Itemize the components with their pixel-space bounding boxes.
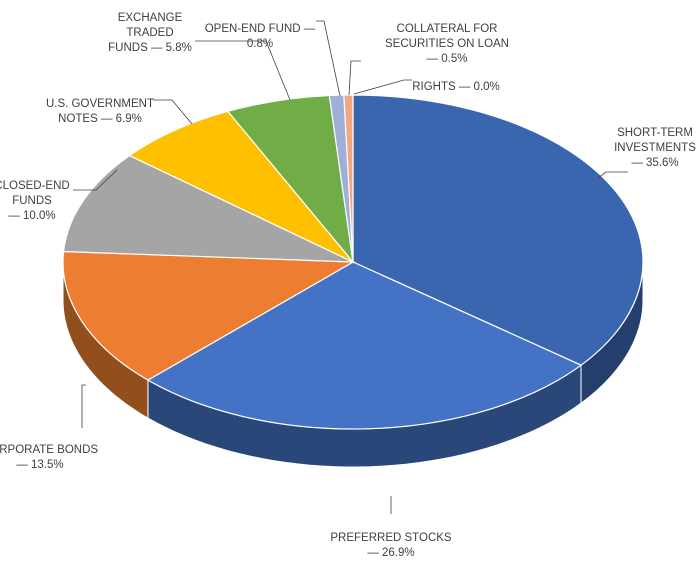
data-label-line: CLOSED-END [0, 180, 70, 192]
data-label-closed-end-funds: CLOSED-END FUNDS — 10.0% [0, 180, 70, 222]
pie-slice-collateral-for-securities-on-loan [343, 94, 354, 263]
data-label-line: — 35.6% [631, 157, 678, 169]
data-label-rights: RIGHTS — 0.0% [412, 81, 500, 93]
data-label-line: TRADED [126, 27, 173, 39]
data-label-corporate-bonds: CORPORATE BONDS — 13.5% [0, 444, 98, 471]
data-label-open-end-fund: OPEN-END FUND — 0.8% [205, 23, 316, 50]
data-label-line: 0.8% [247, 38, 273, 50]
data-label-line: U.S. GOVERNMENT [46, 98, 154, 110]
pie-labels: SHORT-TERM INVESTMENTS — 35.6% PREFERRED ST… [0, 12, 696, 559]
data-label-short-term-investments: SHORT-TERM INVESTMENTS — 35.6% [614, 127, 696, 169]
data-label-line: NOTES — 6.9% [58, 113, 142, 125]
leader-line-collateral-for-securities-on-loan [348, 60, 361, 96]
leader-line-exchange-traded-funds [195, 40, 291, 101]
data-label-line: COLLATERAL FOR [397, 23, 498, 35]
pie-slice-corporate-bonds [62, 250, 356, 381]
leader-line-rights [353, 79, 412, 95]
data-label-line: INVESTMENTS [614, 142, 696, 154]
pie-slice-us-government-notes [128, 110, 354, 263]
data-label-line: SHORT-TERM [617, 127, 693, 139]
data-label-exchange-traded-funds: EXCHANGE TRADED FUNDS — 5.8% [108, 12, 192, 54]
data-label-line: FUNDS [12, 195, 52, 207]
pie-top [62, 94, 644, 430]
data-label-line: RIGHTS — 0.0% [412, 81, 500, 93]
data-label-line: OPEN-END FUND — [205, 23, 316, 35]
pie-slice-preferred-stocks [146, 261, 583, 430]
data-label-line: — 26.9% [367, 547, 414, 559]
data-label-line: — 0.5% [427, 53, 468, 65]
data-label-line: — 10.0% [8, 210, 55, 222]
pie-slice-short-term-investments [352, 94, 644, 366]
data-label-line: FUNDS — 5.8% [108, 42, 192, 54]
data-label-preferred-stocks: PREFERRED STOCKS — 26.9% [330, 532, 452, 559]
leader-line-short-term-investments [597, 171, 628, 179]
pie-slice-closed-end-funds [62, 154, 354, 263]
data-label-us-government-notes: U.S. GOVERNMENT NOTES — 6.9% [46, 98, 154, 125]
data-label-line: PREFERRED STOCKS [330, 532, 452, 544]
leader-line-closed-end-funds [73, 169, 118, 191]
data-label-line: SECURITIES ON LOAN [385, 38, 509, 50]
data-label-line: — 13.5% [16, 459, 63, 471]
leader-line-corporate-bonds [81, 384, 86, 428]
data-label-line: EXCHANGE [118, 12, 183, 24]
data-label-collateral-for-securities-on-loan: COLLATERAL FOR SECURITIES ON LOAN — 0.5% [385, 23, 509, 65]
leader-line-us-government-notes [153, 99, 193, 125]
leader-line-open-end-fund [316, 20, 341, 97]
data-label-line: CORPORATE BONDS [0, 444, 98, 456]
